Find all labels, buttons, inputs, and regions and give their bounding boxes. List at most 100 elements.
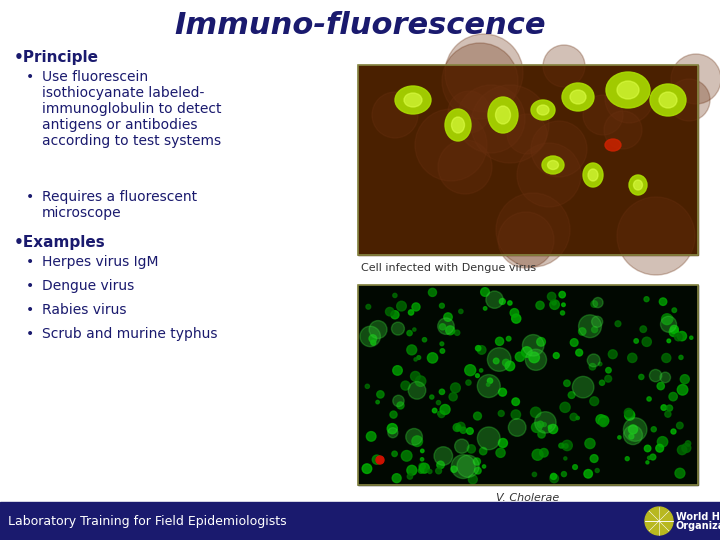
- Circle shape: [432, 408, 437, 413]
- Circle shape: [474, 412, 482, 420]
- Circle shape: [624, 418, 647, 441]
- Bar: [0, 502, 720, 540]
- Circle shape: [660, 298, 667, 306]
- Circle shape: [459, 309, 463, 314]
- Circle shape: [526, 349, 546, 370]
- Circle shape: [662, 354, 671, 362]
- Text: •: •: [26, 70, 34, 84]
- Circle shape: [549, 424, 558, 434]
- Circle shape: [377, 391, 384, 398]
- Circle shape: [604, 111, 642, 149]
- Ellipse shape: [606, 72, 650, 108]
- Circle shape: [430, 395, 434, 399]
- Circle shape: [477, 375, 500, 397]
- Circle shape: [414, 358, 417, 361]
- Circle shape: [451, 383, 460, 393]
- Circle shape: [481, 288, 490, 296]
- Circle shape: [550, 300, 559, 309]
- Ellipse shape: [605, 139, 621, 151]
- Ellipse shape: [659, 92, 677, 108]
- Circle shape: [591, 301, 598, 307]
- Circle shape: [579, 315, 601, 338]
- Circle shape: [401, 450, 412, 461]
- Circle shape: [508, 301, 512, 305]
- Text: World Health: World Health: [676, 512, 720, 522]
- Circle shape: [508, 418, 526, 436]
- Circle shape: [391, 310, 399, 319]
- Circle shape: [376, 400, 379, 404]
- Circle shape: [551, 474, 557, 480]
- Circle shape: [640, 326, 647, 333]
- Circle shape: [376, 456, 384, 464]
- Circle shape: [629, 425, 638, 434]
- Ellipse shape: [588, 169, 598, 181]
- Circle shape: [372, 455, 382, 464]
- Circle shape: [588, 354, 600, 367]
- Circle shape: [390, 411, 397, 418]
- Circle shape: [660, 372, 670, 383]
- Circle shape: [415, 109, 487, 181]
- Circle shape: [410, 372, 420, 381]
- Circle shape: [523, 335, 544, 356]
- Circle shape: [685, 441, 690, 446]
- Text: Laboratory Training for Field Epidemiologists: Laboratory Training for Field Epidemiolo…: [8, 515, 287, 528]
- Text: Scrub and murine typhus: Scrub and murine typhus: [42, 327, 217, 341]
- Circle shape: [454, 330, 460, 335]
- Circle shape: [538, 431, 545, 438]
- Circle shape: [606, 368, 611, 373]
- Circle shape: [468, 475, 477, 484]
- Text: antigens or antibodies: antigens or antibodies: [42, 118, 197, 132]
- Circle shape: [456, 422, 465, 431]
- Circle shape: [434, 447, 453, 465]
- Circle shape: [690, 336, 693, 339]
- Ellipse shape: [542, 156, 564, 174]
- Circle shape: [440, 349, 445, 353]
- Circle shape: [467, 428, 473, 434]
- Circle shape: [568, 392, 575, 399]
- Circle shape: [516, 352, 525, 361]
- Circle shape: [678, 384, 688, 395]
- Text: Requires a fluorescent: Requires a fluorescent: [42, 190, 197, 204]
- Circle shape: [436, 468, 441, 474]
- Circle shape: [539, 448, 548, 457]
- Circle shape: [675, 468, 685, 478]
- Circle shape: [453, 423, 461, 431]
- Circle shape: [667, 339, 670, 343]
- Circle shape: [510, 308, 518, 317]
- Circle shape: [498, 212, 554, 268]
- Ellipse shape: [404, 93, 422, 107]
- Circle shape: [451, 455, 475, 478]
- Circle shape: [672, 308, 677, 313]
- Circle shape: [535, 411, 556, 433]
- Circle shape: [487, 348, 511, 372]
- Ellipse shape: [634, 180, 642, 190]
- Circle shape: [428, 469, 432, 474]
- Ellipse shape: [445, 109, 471, 141]
- Text: •Principle: •Principle: [14, 50, 99, 65]
- Text: •: •: [26, 303, 34, 317]
- Circle shape: [480, 369, 483, 372]
- Circle shape: [369, 335, 377, 342]
- Circle shape: [408, 310, 414, 315]
- Ellipse shape: [531, 100, 555, 120]
- Circle shape: [670, 325, 678, 334]
- Circle shape: [682, 443, 690, 453]
- Circle shape: [645, 507, 673, 535]
- Circle shape: [467, 445, 475, 453]
- Circle shape: [371, 340, 376, 345]
- Circle shape: [440, 404, 450, 415]
- Circle shape: [642, 337, 652, 347]
- Text: Dengue virus: Dengue virus: [42, 279, 134, 293]
- Circle shape: [605, 75, 653, 123]
- Circle shape: [496, 448, 505, 457]
- Circle shape: [438, 318, 454, 334]
- Ellipse shape: [650, 84, 686, 116]
- Circle shape: [669, 393, 678, 401]
- Circle shape: [407, 465, 417, 475]
- Circle shape: [408, 474, 413, 479]
- Circle shape: [366, 305, 371, 309]
- Ellipse shape: [629, 175, 647, 195]
- Circle shape: [559, 292, 565, 298]
- Circle shape: [647, 397, 651, 401]
- Circle shape: [536, 338, 546, 346]
